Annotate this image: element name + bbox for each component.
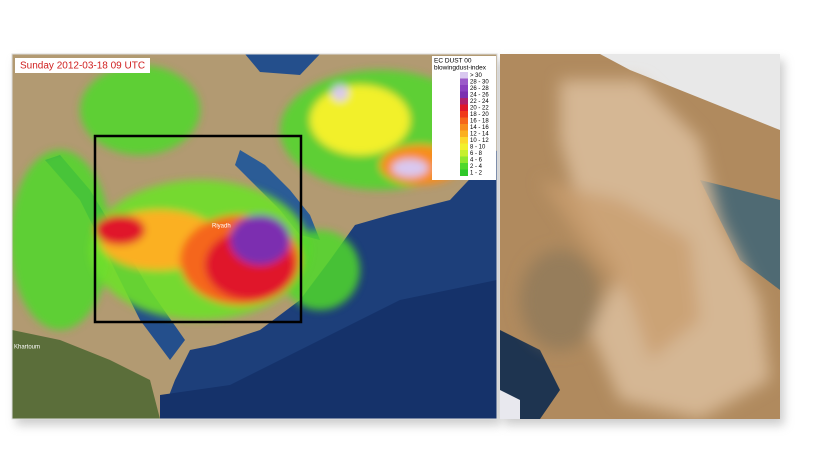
place-label: Riyadh [212, 224, 231, 230]
sea [500, 330, 560, 419]
dust-field [12, 65, 480, 330]
legend-swatch [460, 85, 468, 92]
legend-swatch [460, 137, 468, 144]
legend-swatch [460, 104, 468, 111]
legend-label: 4 - 6 [470, 157, 483, 163]
legend-swatch [460, 124, 468, 131]
legend-label: 14 - 16 [470, 125, 489, 131]
legend-label: 10 - 12 [470, 138, 489, 144]
gulf [700, 180, 780, 290]
legend-label: 20 - 22 [470, 105, 489, 111]
legend-label: 18 - 20 [470, 112, 489, 118]
legend-swatch [460, 78, 468, 85]
legend-label: 28 - 30 [470, 79, 489, 85]
legend-swatch [460, 169, 468, 176]
legend-label: 24 - 26 [470, 92, 489, 98]
panel-border [11, 53, 498, 420]
legend-label: > 30 [470, 73, 483, 79]
place-label: Khartoum [14, 345, 40, 351]
cloud [500, 390, 520, 419]
focus-box [93, 134, 303, 324]
legend-title: EC DUST 00 [434, 58, 472, 65]
legend-swatch [460, 98, 468, 105]
dust-plume [520, 80, 770, 419]
gulf [235, 150, 320, 240]
legend-swatch [460, 72, 468, 79]
legend-swatch [460, 91, 468, 98]
legend-swatch [460, 150, 468, 157]
legend-label: 8 - 10 [470, 144, 486, 150]
timestamp-box [15, 58, 150, 73]
legend-label: 1 - 2 [470, 170, 483, 176]
legend-swatch [460, 143, 468, 150]
legend-label: 2 - 4 [470, 164, 483, 170]
legend-swatch [460, 111, 468, 118]
legend-swatch [460, 117, 468, 124]
legend-label: 6 - 8 [470, 151, 483, 157]
caspian [245, 54, 320, 75]
legend-swatch [460, 156, 468, 163]
satellite-image [500, 54, 780, 419]
ocean [160, 280, 497, 419]
legend-label: 22 - 24 [470, 99, 489, 105]
legend-subtitle: blowingdust-index [434, 65, 487, 72]
legend-label: 26 - 28 [470, 86, 489, 92]
legend-swatch [460, 163, 468, 170]
timestamp: Sunday 2012-03-18 09 UTC [20, 61, 145, 72]
legend-swatch [460, 130, 468, 137]
land-green [12, 330, 160, 419]
legend-label: 12 - 14 [470, 131, 489, 137]
forecast-map: Riyadh Khartoum Sunday 2012-03-18 09 UTC… [12, 54, 497, 419]
snow [600, 54, 780, 130]
legend-label: 16 - 18 [470, 118, 489, 124]
